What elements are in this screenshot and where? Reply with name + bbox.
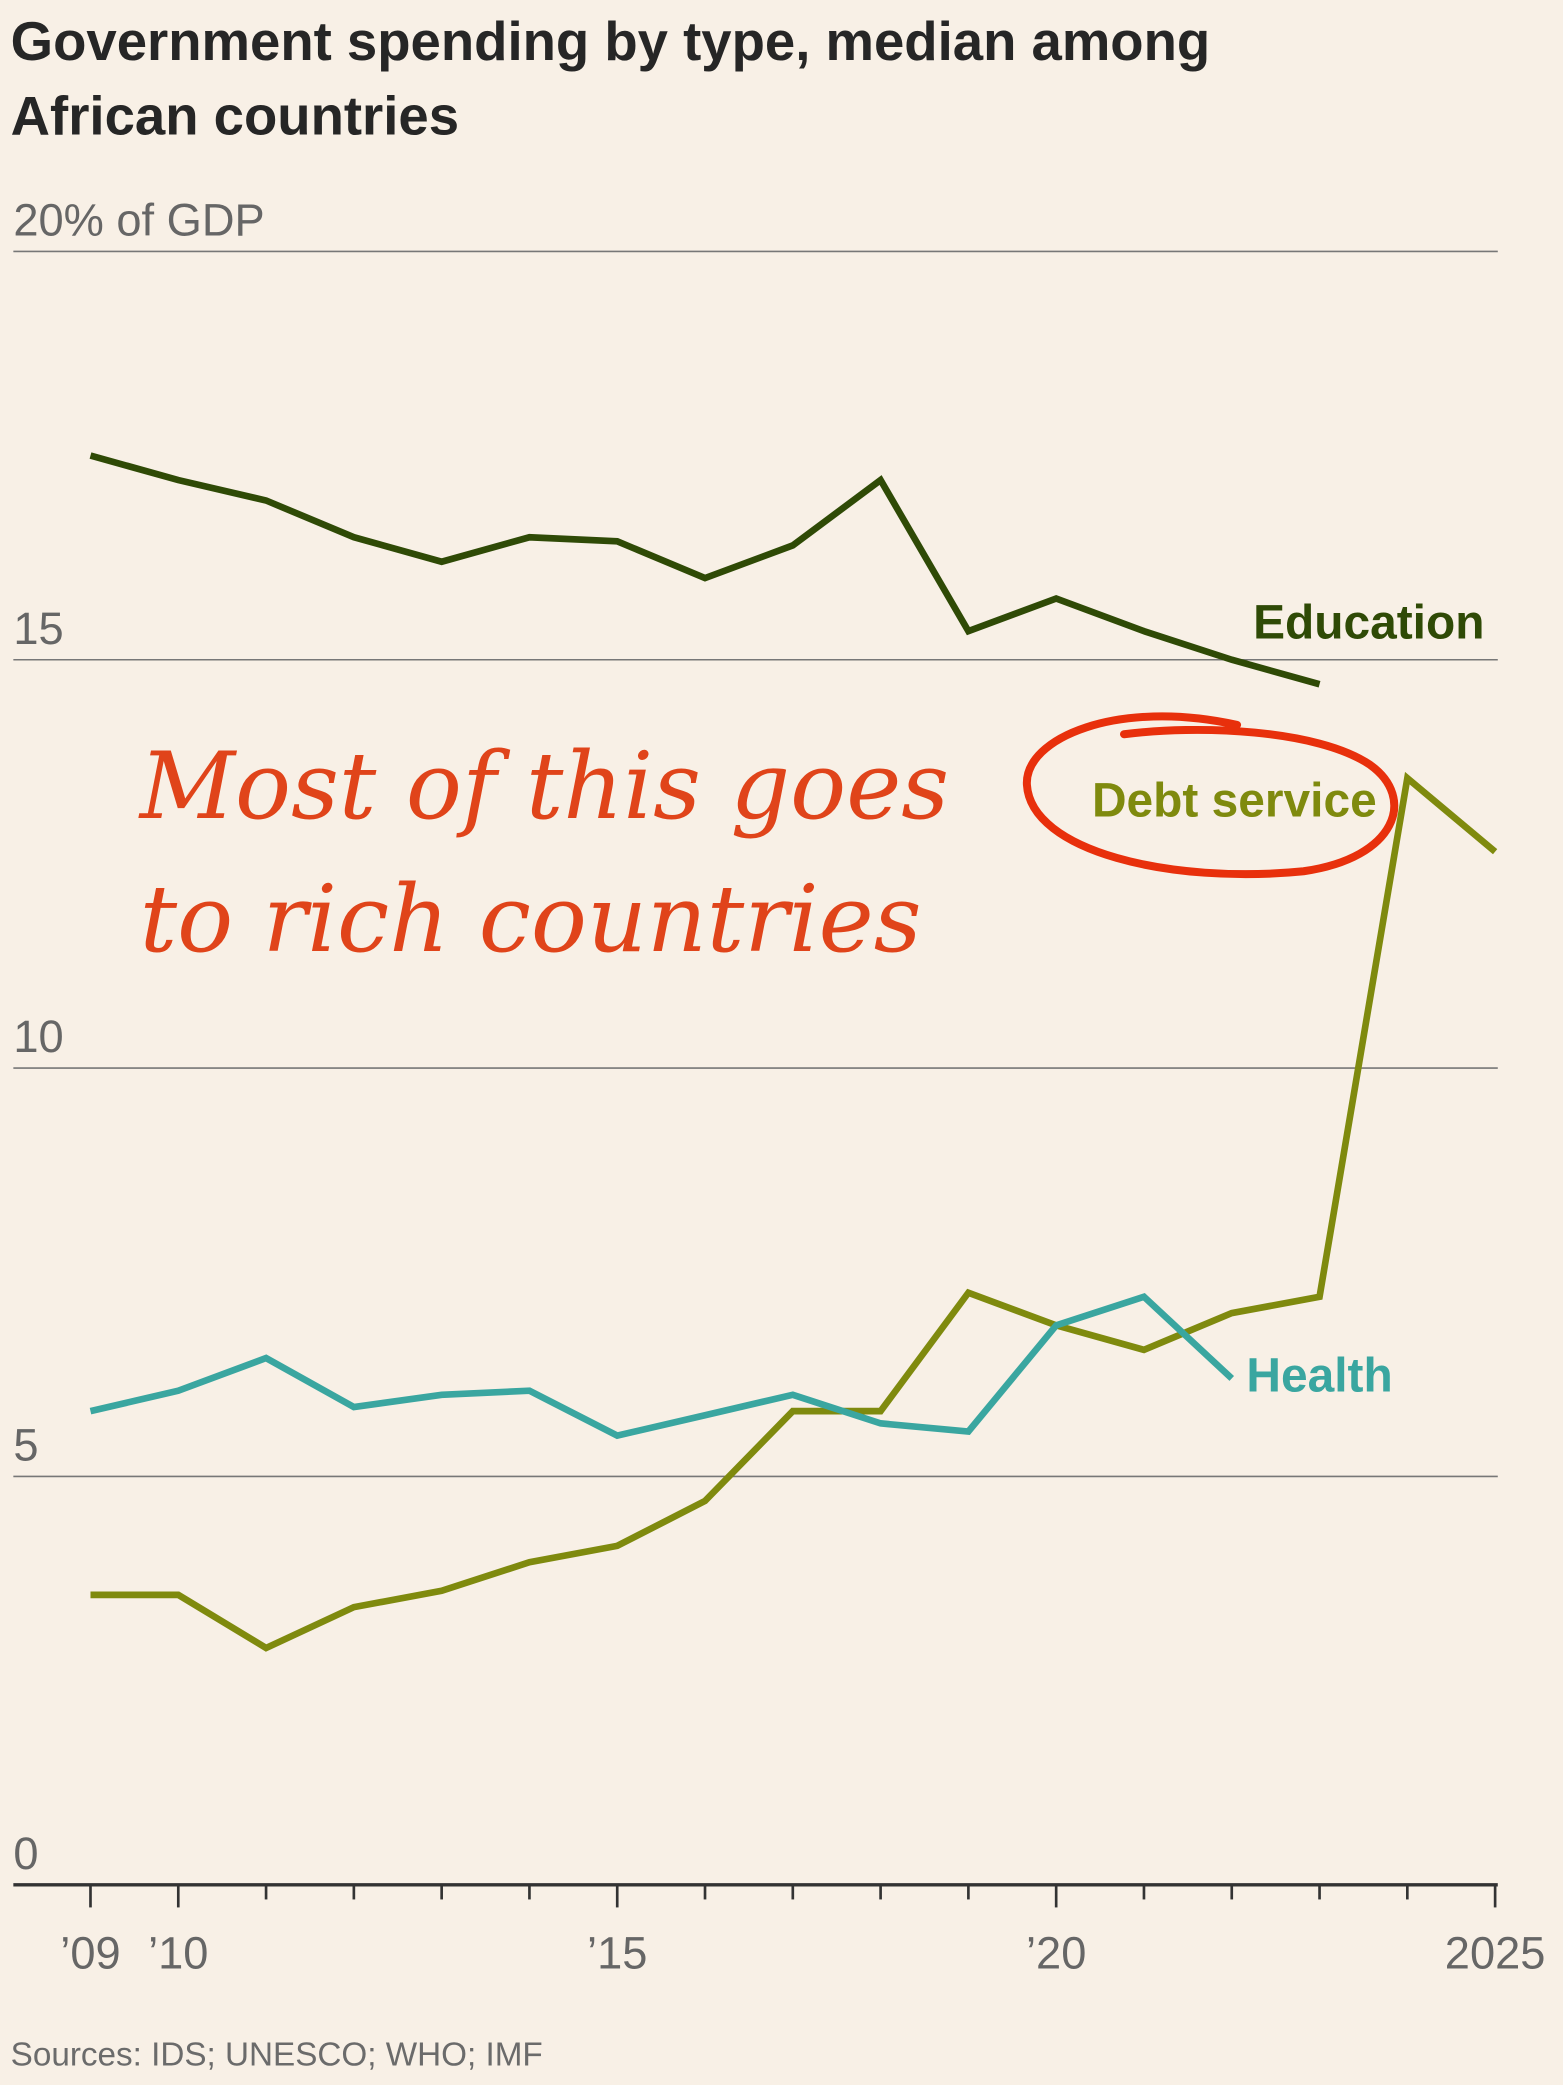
x-tick-label: ’15: [587, 1928, 647, 1979]
chart-title: African countries: [11, 85, 459, 146]
highlight-circle: [1022, 712, 1399, 879]
annotation: to rich countries: [140, 865, 922, 973]
series-label: Debt service: [1092, 775, 1377, 828]
series-label: Education: [1253, 596, 1484, 649]
y-tick-label: 20% of GDP: [13, 194, 264, 245]
chart-title: Government spending by type, median amon…: [11, 11, 1211, 72]
annotation: Most of this goes: [138, 732, 949, 840]
y-tick-label: 15: [13, 603, 63, 654]
source: Sources: IDS; UNESCO; WHO; IMF: [11, 2037, 543, 2074]
y-tick-label: 5: [13, 1419, 38, 1470]
y-tick-label: 0: [13, 1828, 38, 1879]
y-tick-label: 10: [13, 1011, 63, 1062]
x-tick-label: 2025: [1445, 1928, 1546, 1979]
series-line: [89, 1293, 1235, 1440]
series-line: [90, 771, 1498, 1652]
series-line: [89, 452, 1321, 688]
x-tick-label: ’09: [60, 1928, 120, 1979]
series-label: Health: [1246, 1349, 1392, 1402]
x-tick-label: ’10: [148, 1928, 208, 1979]
x-tick-label: ’20: [1026, 1928, 1086, 1979]
